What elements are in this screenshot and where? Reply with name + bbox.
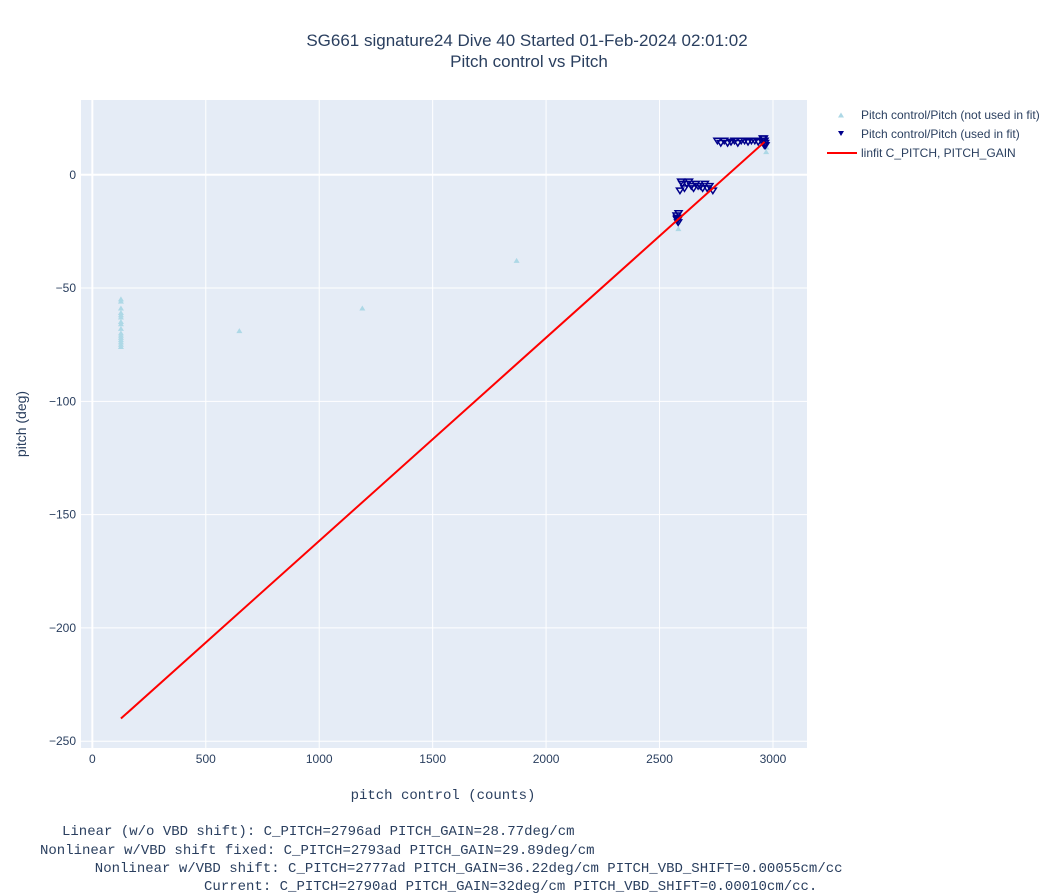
point-not-used-in-fit — [675, 226, 682, 232]
x-axis-title: pitch control (counts) — [351, 788, 536, 804]
point-not-used-in-fit — [117, 298, 124, 304]
legend-marker-triangle-up — [838, 112, 844, 118]
point-not-used-in-fit — [117, 325, 124, 331]
point-used-in-fit — [677, 180, 688, 189]
point-used-in-fit — [732, 139, 743, 148]
y-tick-label: −100 — [49, 394, 76, 408]
grid — [81, 100, 807, 748]
x-tick-label: 1500 — [419, 752, 446, 766]
legend-item-used[interactable]: Pitch control/Pitch (used in fit) — [838, 127, 1020, 141]
legend-label-fit: linfit C_PITCH, PITCH_GAIN — [861, 146, 1016, 160]
point-used-in-fit — [704, 182, 715, 191]
fit-line — [120, 141, 766, 720]
plot-background — [81, 100, 807, 748]
point-not-used-in-fit — [117, 312, 124, 318]
point-used-in-fit — [675, 187, 685, 196]
point-used-in-fit — [679, 185, 690, 193]
note-current: Current: C_PITCH=2790ad PITCH_GAIN=32deg… — [36, 879, 817, 894]
tick-labels: 0 500 1000 1500 2000 2500 3000 0 −50 −100 −150 −200… — [49, 168, 787, 766]
point-not-used-in-fit — [117, 343, 124, 349]
point-not-used-in-fit — [513, 257, 520, 263]
point-not-used-in-fit — [117, 305, 124, 311]
legend-label-not-used: Pitch control/Pitch (not used in fit) — [861, 108, 1040, 122]
point-used-in-fit — [673, 210, 684, 218]
x-tick-label: 500 — [196, 752, 216, 766]
point-used-in-fit — [684, 178, 694, 186]
note-nonlinear-shift: Nonlinear w/VBD shift: C_PITCH=2777ad PI… — [36, 861, 843, 877]
legend-item-not-used[interactable]: Pitch control/Pitch (not used in fit) — [838, 108, 1040, 122]
y-tick-label: −250 — [49, 734, 76, 748]
y-tick-label: −200 — [49, 621, 76, 635]
note-linear: Linear (w/o VBD shift): C_PITCH=2796ad P… — [20, 824, 575, 840]
legend-item-fit[interactable]: linfit C_PITCH, PITCH_GAIN — [827, 146, 1016, 160]
y-tick-label: 0 — [69, 168, 76, 182]
point-not-used-in-fit — [117, 321, 124, 327]
legend: Pitch control/Pitch (not used in fit) Pi… — [827, 108, 1040, 160]
point-used-in-fit — [758, 137, 769, 146]
chart-subtitle: Pitch control vs Pitch — [450, 52, 608, 71]
fit-notes: Linear (w/o VBD shift): C_PITCH=2796ad P… — [20, 824, 843, 894]
y-tick-label: −50 — [56, 281, 77, 295]
legend-label-used: Pitch control/Pitch (used in fit) — [861, 127, 1020, 141]
y-tick-label: −150 — [49, 508, 76, 522]
series-layer — [117, 135, 771, 720]
legend-marker-triangle-down — [838, 131, 844, 136]
point-used-in-fit — [697, 185, 708, 193]
x-tick-label: 1000 — [306, 752, 333, 766]
y-axis-title: pitch (deg) — [13, 391, 29, 457]
point-used-in-fit — [688, 185, 699, 193]
point-not-used-in-fit — [763, 149, 770, 155]
note-nonlinear-fixed: Nonlinear w/VBD shift fixed: C_PITCH=279… — [40, 843, 595, 859]
point-not-used-in-fit — [359, 305, 366, 311]
x-tick-label: 2500 — [646, 752, 673, 766]
x-tick-label: 2000 — [533, 752, 560, 766]
chart-title: SG661 signature24 Dive 40 Started 01-Feb… — [306, 31, 747, 50]
point-used-in-fit — [715, 139, 726, 148]
point-not-used-in-fit — [236, 328, 243, 334]
x-tick-label: 3000 — [760, 752, 787, 766]
x-tick-label: 0 — [89, 752, 96, 766]
